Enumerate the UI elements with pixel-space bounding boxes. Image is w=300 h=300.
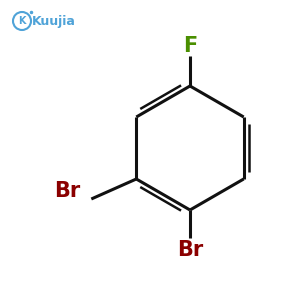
Text: K: K [18,16,26,26]
Text: Kuujia: Kuujia [32,14,76,28]
Text: F: F [183,36,197,56]
Text: Br: Br [54,181,80,201]
Text: Br: Br [177,240,203,260]
